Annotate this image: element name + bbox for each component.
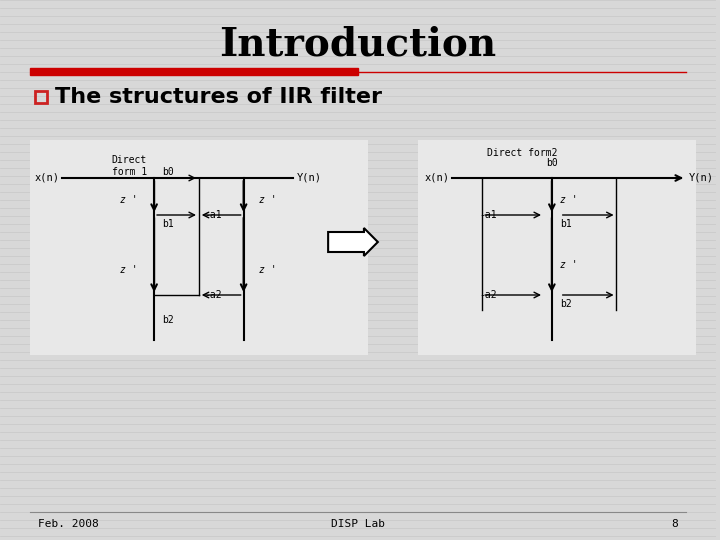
Text: -a1: -a1 [204,210,222,220]
Bar [35,91,47,103]
Text: z ': z ' [560,260,577,270]
Text: 8: 8 [671,519,678,529]
Text: z ': z ' [258,265,276,275]
Text: Introduction: Introduction [220,26,497,64]
Bar [30,68,358,75]
Text: b0: b0 [162,167,174,177]
Text: Y(n): Y(n) [297,173,321,183]
Text: b2: b2 [560,299,572,309]
Text: x(n): x(n) [425,173,449,183]
Text: -a1: -a1 [480,210,498,220]
Text: b1: b1 [560,219,572,229]
Text: b0: b0 [546,158,558,168]
Text: Direct
form 1: Direct form 1 [112,155,147,177]
Text: b2: b2 [162,315,174,325]
Text: The structures of IIR filter: The structures of IIR filter [55,87,382,107]
Text: z ': z ' [560,195,577,205]
Polygon shape [328,228,378,256]
Bar [418,140,696,355]
Bar [30,140,368,355]
Text: z ': z ' [258,195,276,205]
Text: x(n): x(n) [35,173,60,183]
Text: z ': z ' [120,195,138,205]
Text: -a2: -a2 [480,290,498,300]
Text: b1: b1 [162,219,174,229]
Text: Y(n): Y(n) [689,173,714,183]
Text: Feb. 2008: Feb. 2008 [37,519,99,529]
Text: -a2: -a2 [204,290,222,300]
Text: Direct form2: Direct form2 [487,148,558,158]
Text: z ': z ' [120,265,138,275]
Text: DISP Lab: DISP Lab [331,519,385,529]
